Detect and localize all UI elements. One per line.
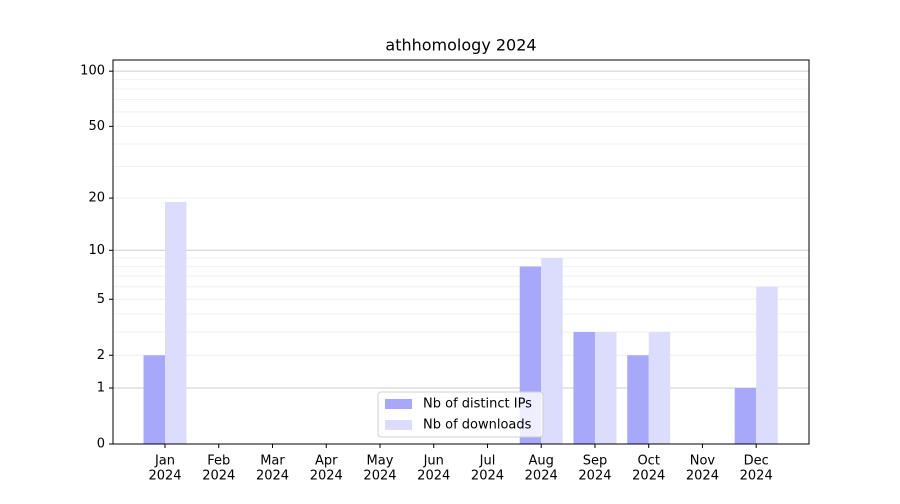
bar [648, 332, 671, 444]
x-tick-label: Jan [154, 454, 175, 469]
bar [165, 202, 187, 444]
y-tick-label: 2 [97, 348, 105, 363]
x-tick-label: 2024 [632, 469, 665, 484]
x-tick-label: 2024 [525, 469, 558, 484]
x-tick-label: 2024 [310, 469, 343, 484]
x-tick-label: Jun [423, 454, 444, 469]
bar [143, 355, 165, 444]
x-tick-label: 2024 [202, 469, 235, 484]
bar [734, 388, 757, 444]
x-tick-label: Sep [583, 454, 608, 469]
chart-title: athhomology 2024 [385, 36, 536, 55]
bar [594, 332, 617, 444]
bar [627, 355, 649, 444]
bar [541, 257, 563, 444]
x-tick-label: Nov [690, 454, 716, 469]
y-tick-label: 0 [97, 437, 105, 452]
legend-swatch [385, 420, 412, 430]
x-tick-label: 2024 [417, 469, 450, 484]
x-tick-label: 2024 [686, 469, 719, 484]
y-tick-label: 10 [88, 243, 105, 258]
bar [573, 332, 595, 444]
x-tick-label: 2024 [256, 469, 289, 484]
y-tick-label: 50 [88, 119, 105, 134]
x-tick-label: Jul [479, 454, 496, 469]
bar [756, 286, 778, 444]
x-tick-label: 2024 [740, 469, 773, 484]
x-tick-label: Mar [260, 454, 285, 469]
y-tick-label: 20 [88, 191, 105, 206]
legend-box [377, 391, 544, 438]
legend-label: Nb of downloads [423, 418, 532, 433]
x-tick-label: Oct [637, 454, 659, 469]
y-tick-label: 5 [97, 292, 105, 307]
x-tick-label: 2024 [471, 469, 504, 484]
y-tick-label: 100 [80, 64, 105, 79]
plot-frame [112, 59, 810, 445]
x-tick-label: Dec [744, 454, 769, 469]
x-tick-label: 2024 [148, 469, 181, 484]
x-tick-label: Apr [315, 454, 338, 469]
x-tick-label: 2024 [578, 469, 611, 484]
x-tick-label: 2024 [363, 469, 396, 484]
legend-swatch [385, 399, 412, 409]
y-tick-label: 1 [97, 381, 105, 396]
x-tick-label: Aug [529, 454, 554, 469]
x-tick-label: May [367, 454, 394, 469]
x-tick-label: Feb [207, 454, 230, 469]
legend-label: Nb of distinct IPs [423, 397, 532, 412]
